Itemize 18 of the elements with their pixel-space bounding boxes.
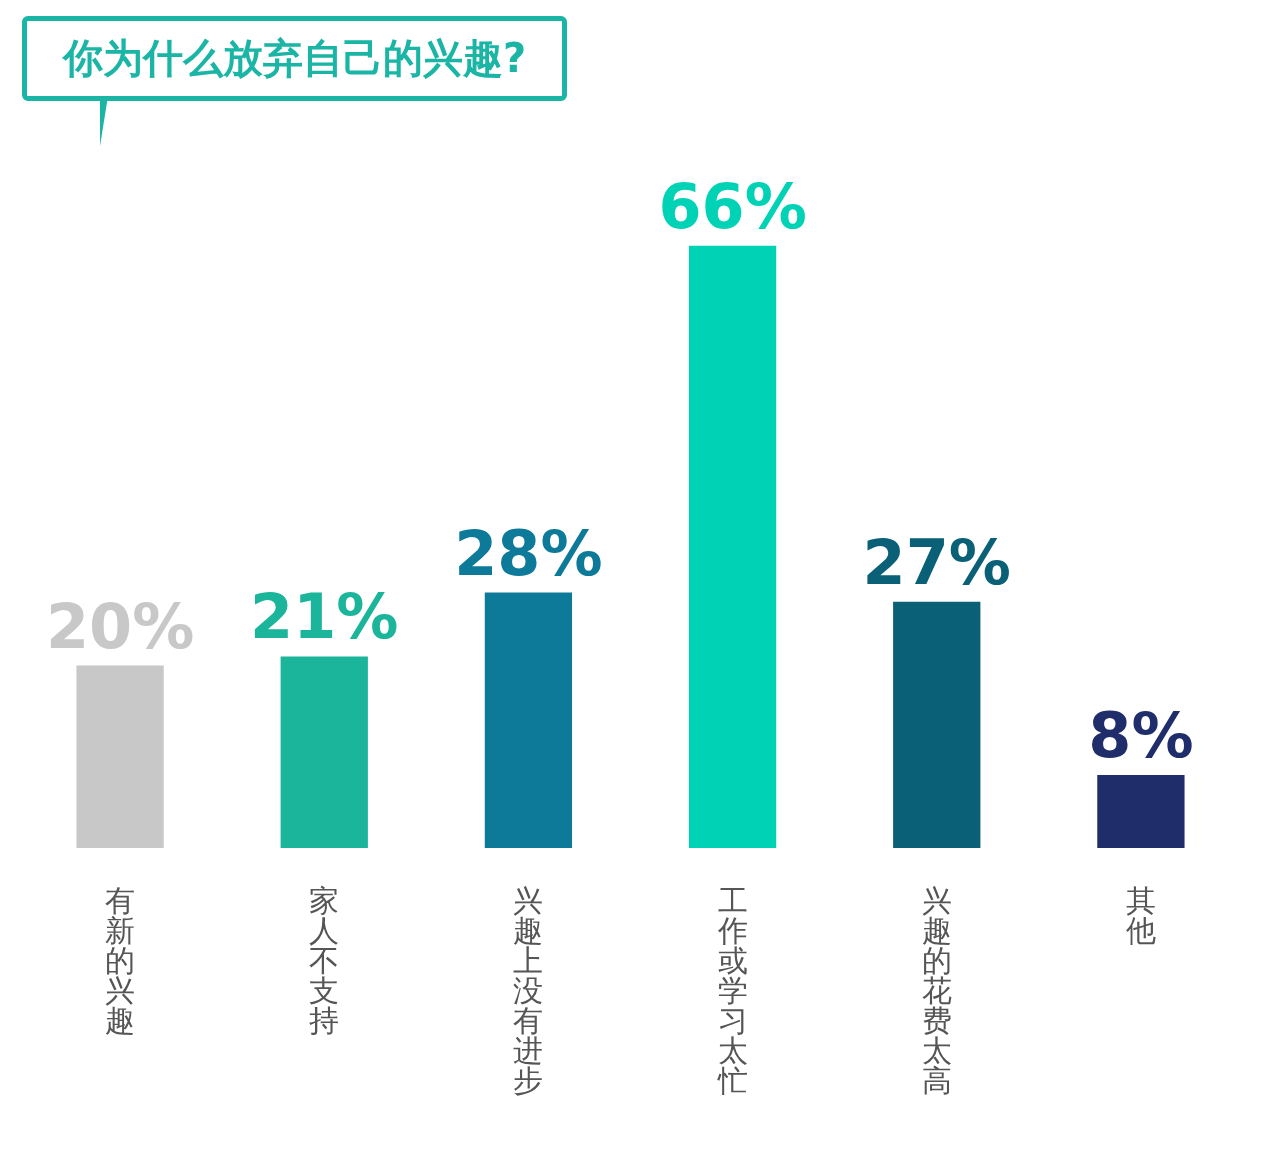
bar	[688, 245, 777, 848]
data-label: 8%	[1088, 699, 1194, 772]
bar	[280, 656, 368, 848]
bar	[1097, 775, 1185, 848]
data-label: 28%	[454, 516, 603, 590]
bar	[76, 665, 164, 848]
chart-title: 你为什么放弃自己的兴趣?	[22, 16, 568, 101]
bar	[893, 601, 981, 848]
x-tick-label: 兴趣的花费太高	[921, 882, 952, 1098]
data-label: 66%	[658, 169, 807, 243]
data-label: 21%	[250, 580, 399, 654]
x-tick-label: 有新的兴趣	[105, 882, 136, 1038]
bar	[484, 592, 573, 848]
x-tick-label: 兴趣上没有进步	[513, 882, 544, 1098]
data-label: 27%	[862, 525, 1011, 599]
x-tick-label: 家人不支持	[309, 882, 340, 1038]
x-tick-label: 其他	[1125, 882, 1156, 948]
x-tick-label: 工作或学习太忙	[716, 882, 748, 1098]
